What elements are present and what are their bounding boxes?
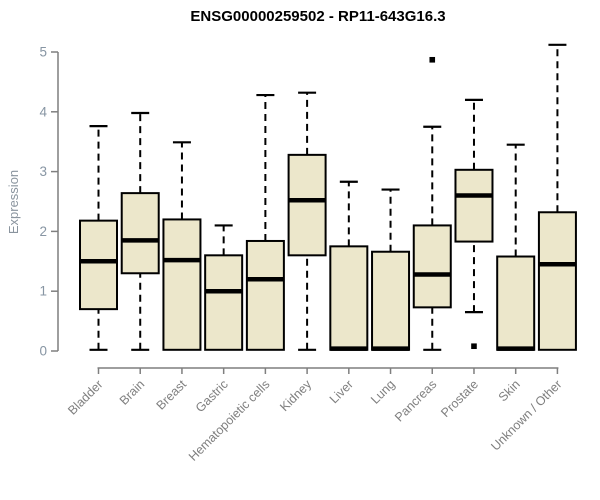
y-tick-label: 0 <box>39 344 47 359</box>
y-axis-label: Expression <box>6 170 21 234</box>
x-tick-label-prostate: Prostate <box>438 377 481 420</box>
box-gastric <box>204 224 244 351</box>
iqr-box <box>537 211 577 351</box>
box-unknown-other <box>537 43 577 351</box>
iqr-box <box>79 219 118 311</box>
iqr-box <box>204 254 244 351</box>
chart-title: ENSG00000259502 - RP11-643G16.3 <box>190 8 445 25</box>
x-tick-label-skin: Skin <box>496 377 523 404</box>
box-breast <box>162 141 202 351</box>
box-pancreas <box>412 56 452 351</box>
x-tick-label-pancreas: Pancreas <box>392 377 439 424</box>
box-kidney <box>287 91 327 351</box>
box-prostate <box>454 98 494 350</box>
y-tick-label: 3 <box>39 164 47 179</box>
box-bladder <box>79 125 118 351</box>
iqr-box <box>287 153 327 257</box>
iqr-box <box>454 168 494 243</box>
iqr-box <box>412 224 452 309</box>
x-tick-label-bladder: Bladder <box>65 377 105 417</box>
x-tick-label-gastric: Gastric <box>193 377 231 415</box>
x-tick-label-unknown-other: Unknown / Other <box>488 377 564 453</box>
y-tick-label: 2 <box>39 224 47 239</box>
box-hematopoietic-cells <box>245 93 285 351</box>
iqr-box <box>162 218 202 351</box>
iqr-box <box>245 239 285 351</box>
box-series <box>79 43 577 351</box>
iqr-box <box>120 192 160 275</box>
iqr-box <box>329 245 369 351</box>
iqr-box <box>371 250 411 351</box>
box-skin <box>496 143 536 351</box>
x-tick-label-breast: Breast <box>154 377 190 413</box>
box-brain <box>120 111 160 351</box>
x-tick-label-kidney: Kidney <box>277 377 314 414</box>
x-tick-label-liver: Liver <box>327 377 356 406</box>
outlier-point <box>471 343 477 350</box>
x-tick-label-lung: Lung <box>368 377 398 407</box>
iqr-box <box>496 255 536 351</box>
y-tick-label: 1 <box>39 284 47 299</box>
outlier-point <box>429 56 436 63</box>
y-tick-label: 5 <box>39 45 47 60</box>
box-lung <box>371 188 411 351</box>
box-liver <box>329 180 369 351</box>
y-tick-label: 4 <box>39 104 47 119</box>
x-tick-label-brain: Brain <box>117 377 148 408</box>
x-tick-label-hematopoietic-cells: Hematopoietic cells <box>186 377 273 464</box>
